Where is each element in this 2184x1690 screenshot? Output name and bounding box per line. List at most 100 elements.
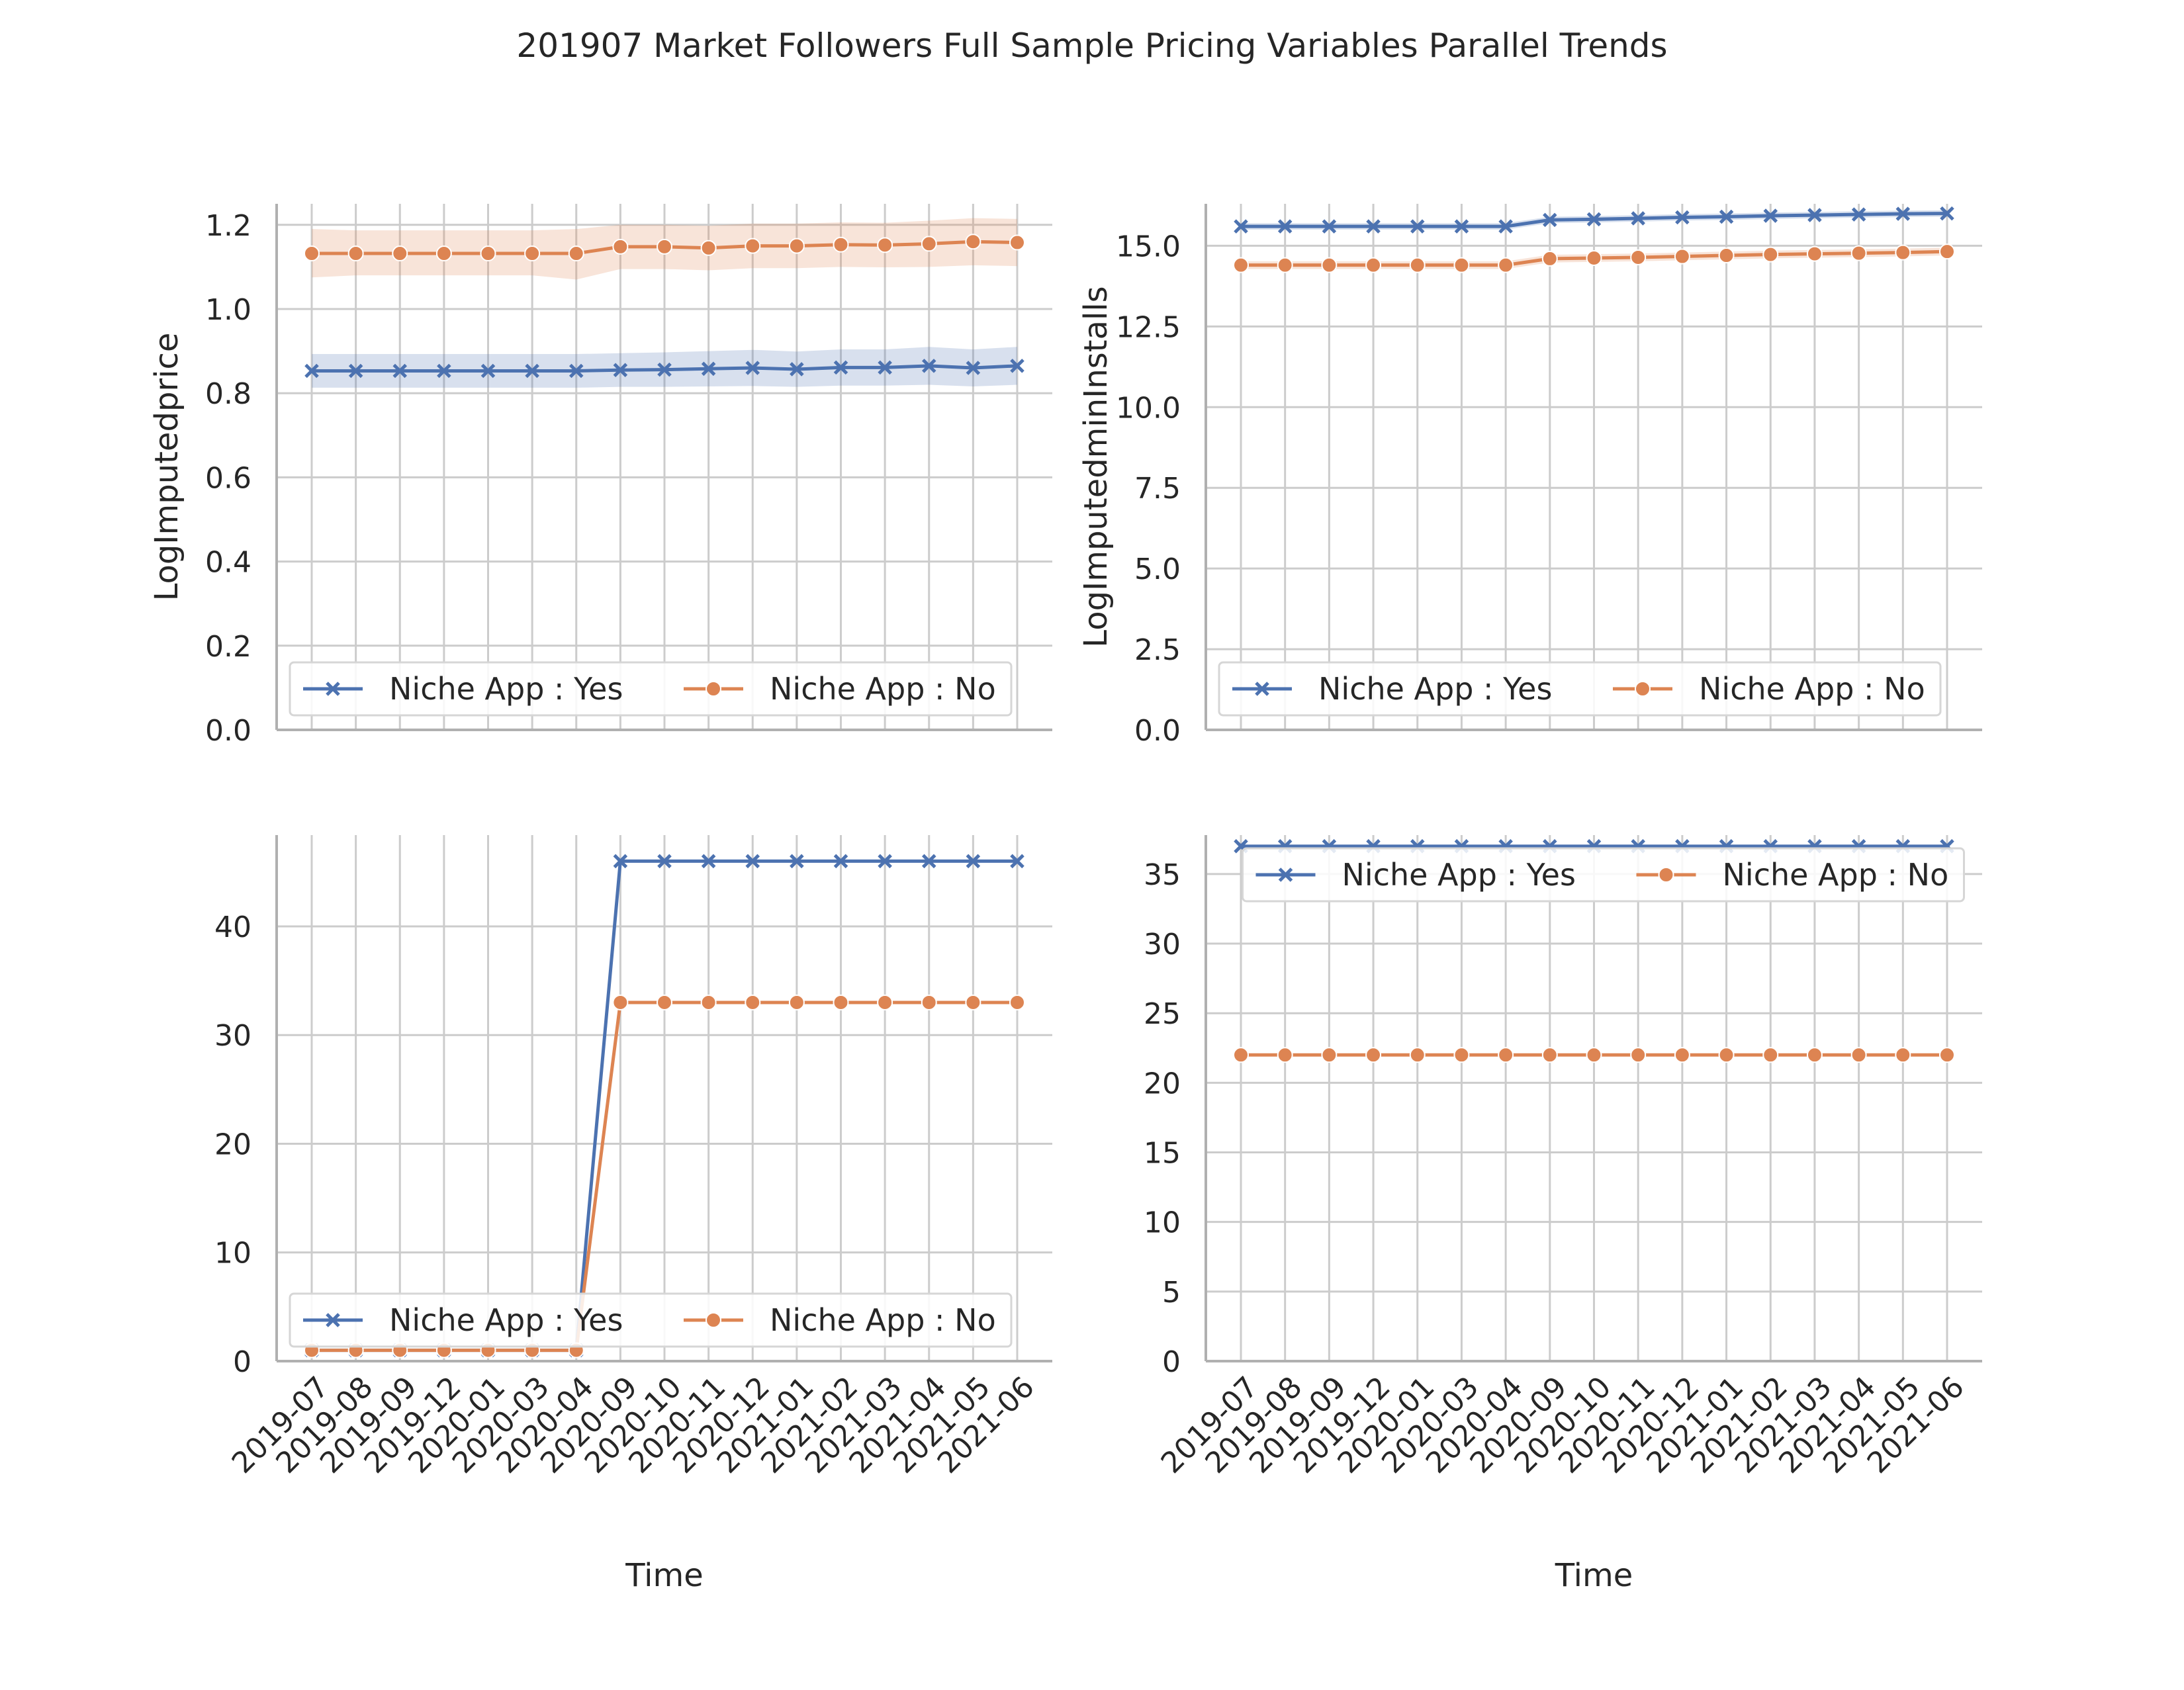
- data-point-x-marker: [1586, 212, 1602, 227]
- data-point-x-marker: [1631, 211, 1645, 226]
- chart-panel-1: 0.0 0.2 0.4 0.6 0.8 1.0 1.2 LogImputedprice Nich…: [148, 204, 1052, 748]
- y-tick-label: 15: [1144, 1137, 1181, 1171]
- y-tick-label: 30: [1144, 928, 1181, 961]
- y-tick-label: 40: [214, 911, 251, 944]
- data-point-circle-marker: [1762, 1047, 1779, 1063]
- legend-label: Niche App : Yes: [389, 671, 623, 707]
- data-point-circle-marker: [435, 245, 452, 262]
- data-point-circle-marker: [1409, 1047, 1426, 1063]
- legend-label: Niche App : No: [770, 1302, 996, 1338]
- data-point-x-marker: [304, 363, 319, 378]
- data-point-circle-marker: [788, 994, 805, 1010]
- data-point-circle-marker: [1630, 249, 1647, 265]
- data-point-circle-marker: [1850, 1047, 1867, 1063]
- data-point-x-marker: [437, 363, 451, 378]
- data-point-x-marker: [480, 363, 496, 378]
- data-point-x-marker: [1719, 209, 1734, 224]
- data-point-circle-marker: [1233, 1047, 1249, 1063]
- y-tick-label: 12.5: [1116, 310, 1181, 344]
- data-point-circle-marker: [657, 994, 672, 1010]
- y-tick-label: 1.0: [205, 293, 251, 327]
- data-point-circle-marker: [1718, 1047, 1735, 1063]
- data-point-circle-marker: [788, 238, 805, 254]
- data-point-circle-marker: [1365, 1047, 1382, 1063]
- data-point-x-marker: [1543, 212, 1557, 228]
- data-point-circle-marker: [877, 994, 893, 1010]
- legend-label: Niche App : Yes: [389, 1302, 623, 1338]
- data-point-x-marker: [348, 363, 363, 378]
- data-point-circle-marker: [921, 994, 937, 1010]
- data-point-x-marker: [966, 361, 981, 375]
- data-point-circle-marker: [1850, 245, 1867, 261]
- data-point-circle-marker: [480, 245, 496, 262]
- data-point-circle-marker: [1939, 1047, 1955, 1063]
- data-point-x-marker: [1851, 207, 1866, 222]
- data-point-circle-marker: [1233, 257, 1249, 273]
- data-point-x-marker: [1895, 206, 1911, 221]
- legend-circle-marker: [1658, 867, 1674, 883]
- legend-label: Niche App : Yes: [1342, 857, 1576, 893]
- data-point-circle-marker: [1277, 257, 1293, 273]
- data-point-circle-marker: [1009, 234, 1025, 251]
- data-point-x-marker: [745, 361, 760, 375]
- data-point-circle-marker: [1895, 1047, 1911, 1063]
- legend-box: [1242, 847, 1965, 903]
- y-tick-label: 15.0: [1116, 230, 1181, 263]
- y-tick-label: 0.0: [1134, 714, 1181, 748]
- data-point-circle-marker: [1321, 1047, 1338, 1063]
- legend-x-marker: [326, 1313, 340, 1327]
- data-point-x-marker: [1763, 208, 1778, 223]
- y-tick-label: 20: [214, 1128, 251, 1161]
- data-point-circle-marker: [1009, 994, 1025, 1010]
- legend-x-marker: [1278, 867, 1293, 882]
- data-point-x-marker: [613, 854, 628, 869]
- data-point-x-marker: [833, 360, 848, 375]
- x-axis-label: Time: [625, 1557, 703, 1594]
- data-point-circle-marker: [1630, 1047, 1647, 1063]
- data-point-circle-marker: [745, 238, 761, 254]
- y-tick-label: 10: [214, 1237, 251, 1270]
- legend-label: Niche App : Yes: [1318, 671, 1552, 707]
- data-point-x-marker: [878, 360, 892, 375]
- data-point-circle-marker: [1806, 1047, 1823, 1063]
- chart-panel-4: 051015202530352019-072019-082019-092019-…: [1144, 835, 1982, 1594]
- legend-label: Niche App : No: [1699, 671, 1925, 707]
- data-point-circle-marker: [1895, 244, 1911, 261]
- data-point-circle-marker: [1498, 1047, 1514, 1063]
- data-point-circle-marker: [392, 245, 408, 262]
- y-tick-label: 35: [1144, 858, 1181, 892]
- data-point-circle-marker: [568, 245, 584, 262]
- x-axis-label: Time: [1555, 1557, 1633, 1594]
- data-point-x-marker: [613, 363, 628, 377]
- data-point-circle-marker: [965, 994, 981, 1010]
- data-point-circle-marker: [1321, 257, 1338, 273]
- legend-label: Niche App : No: [770, 671, 996, 707]
- data-point-x-marker: [878, 854, 892, 869]
- legend-circle-marker: [705, 681, 721, 697]
- y-tick-label: 25: [1144, 997, 1181, 1031]
- y-axis-label: LogImputedprice: [148, 333, 185, 601]
- data-point-x-marker: [921, 359, 936, 373]
- y-tick-label: 30: [214, 1019, 251, 1053]
- legend-label: Niche App : No: [1723, 857, 1949, 893]
- y-tick-label: 0.6: [205, 461, 251, 495]
- data-point-x-marker: [701, 854, 716, 869]
- data-point-circle-marker: [612, 994, 629, 1010]
- data-point-x-marker: [657, 854, 672, 869]
- legend-box: [289, 1292, 1013, 1348]
- y-tick-label: 0.0: [205, 714, 251, 748]
- data-point-circle-marker: [1586, 1047, 1602, 1063]
- data-point-x-marker: [1366, 219, 1381, 234]
- data-point-circle-marker: [700, 994, 717, 1010]
- data-point-x-marker: [833, 854, 848, 869]
- y-axis-label: LogImputedminInstalls: [1077, 286, 1115, 647]
- data-point-circle-marker: [1409, 257, 1426, 273]
- data-point-circle-marker: [1586, 249, 1602, 266]
- y-tick-label: 0.2: [205, 630, 251, 664]
- legend: Niche App : Yes Niche App : No: [1218, 661, 1942, 717]
- data-point-circle-marker: [833, 994, 849, 1010]
- chart-panel-3: 0102030402019-072019-082019-092019-12202…: [214, 835, 1052, 1594]
- data-point-x-marker: [525, 363, 539, 378]
- legend-x-marker: [1255, 682, 1269, 696]
